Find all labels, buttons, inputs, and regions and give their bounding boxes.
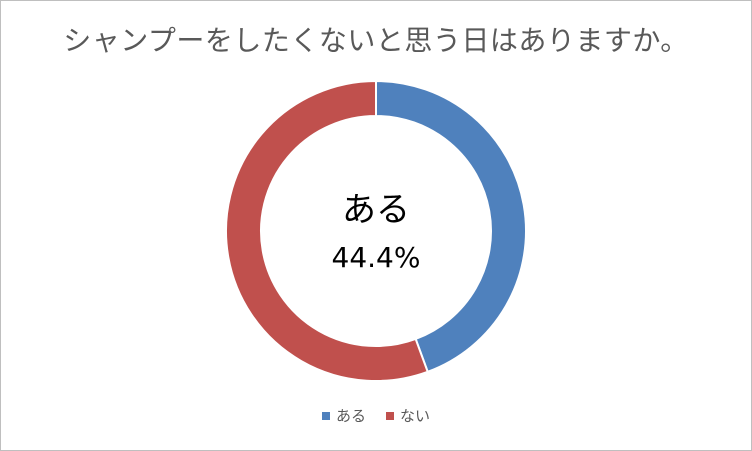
legend-swatch-nai xyxy=(386,411,394,420)
legend: ある ない xyxy=(1,405,751,426)
legend-label-nai: ない xyxy=(400,407,431,425)
donut-slice-nai xyxy=(225,79,429,382)
legend-swatch-aru xyxy=(321,411,330,420)
legend-item-nai: ない xyxy=(386,405,430,426)
chart-title: シャンプーをしたくないと思う日はありますか。 xyxy=(63,24,689,57)
center-value-label: 44.4% xyxy=(332,241,421,274)
legend-item-aru: ある xyxy=(321,405,366,426)
donut-slice-aru xyxy=(375,79,527,374)
legend-label-aru: ある xyxy=(335,407,366,425)
center-category-label: ある xyxy=(342,190,410,230)
